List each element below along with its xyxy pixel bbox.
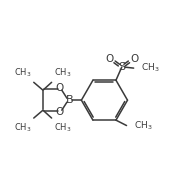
- Text: CH$_3$: CH$_3$: [141, 62, 160, 74]
- Text: CH$_3$: CH$_3$: [54, 121, 71, 134]
- Text: S: S: [118, 62, 125, 72]
- Text: B: B: [66, 95, 73, 105]
- Text: CH$_3$: CH$_3$: [14, 67, 31, 79]
- Text: O: O: [105, 53, 114, 63]
- Text: O: O: [56, 83, 64, 93]
- Text: CH$_3$: CH$_3$: [134, 119, 153, 132]
- Text: CH$_3$: CH$_3$: [54, 67, 71, 79]
- Text: CH$_3$: CH$_3$: [14, 121, 31, 134]
- Text: O: O: [130, 53, 138, 63]
- Text: O: O: [56, 107, 64, 117]
